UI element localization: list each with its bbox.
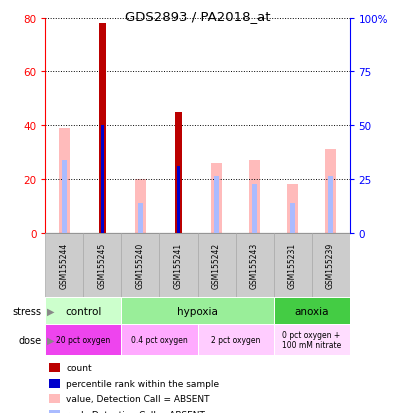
Bar <box>45 324 122 355</box>
Bar <box>122 297 274 324</box>
Text: hypoxia: hypoxia <box>177 306 218 316</box>
Bar <box>138 204 143 233</box>
Text: stress: stress <box>13 306 41 316</box>
Bar <box>287 185 298 233</box>
Text: GSM155242: GSM155242 <box>212 242 221 288</box>
Text: GSM155245: GSM155245 <box>98 242 107 288</box>
Bar <box>198 324 274 355</box>
Bar <box>273 233 312 297</box>
Text: 0.4 pct oxygen: 0.4 pct oxygen <box>131 335 188 344</box>
Bar <box>252 185 257 233</box>
Text: anoxia: anoxia <box>294 306 329 316</box>
Bar <box>122 324 198 355</box>
Text: GSM155239: GSM155239 <box>326 242 335 288</box>
Bar <box>101 126 104 233</box>
Bar <box>122 233 160 297</box>
Text: GSM155243: GSM155243 <box>250 242 259 288</box>
Text: control: control <box>65 306 102 316</box>
Bar <box>273 297 350 324</box>
Bar <box>235 233 274 297</box>
Text: percentile rank within the sample: percentile rank within the sample <box>66 379 220 388</box>
Bar <box>135 180 146 233</box>
Text: GSM155244: GSM155244 <box>60 242 69 288</box>
Text: GSM155231: GSM155231 <box>288 242 297 288</box>
Text: 0 pct oxygen +
100 mM nitrate: 0 pct oxygen + 100 mM nitrate <box>282 330 341 349</box>
Bar <box>45 233 83 297</box>
Bar <box>83 233 122 297</box>
Bar <box>312 233 350 297</box>
Bar <box>211 164 222 233</box>
Text: GDS2893 / PA2018_at: GDS2893 / PA2018_at <box>125 10 270 23</box>
Bar <box>325 150 336 233</box>
Bar <box>177 166 180 233</box>
Bar <box>45 297 122 324</box>
Bar <box>62 161 67 233</box>
Bar <box>290 204 295 233</box>
Bar <box>249 161 260 233</box>
Text: dose: dose <box>18 335 41 345</box>
Bar <box>273 324 350 355</box>
Text: 2 pct oxygen: 2 pct oxygen <box>211 335 260 344</box>
Bar <box>59 128 70 233</box>
Text: ▶: ▶ <box>47 306 55 316</box>
Text: 20 pct oxygen: 20 pct oxygen <box>56 335 111 344</box>
Bar <box>328 177 333 233</box>
Text: rank, Detection Call = ABSENT: rank, Detection Call = ABSENT <box>66 410 205 413</box>
Text: GSM155240: GSM155240 <box>136 242 145 288</box>
Bar <box>99 24 106 233</box>
Bar <box>175 113 182 233</box>
Bar <box>214 177 219 233</box>
Text: count: count <box>66 363 92 372</box>
Text: value, Detection Call = ABSENT: value, Detection Call = ABSENT <box>66 394 210 404</box>
Text: ▶: ▶ <box>47 335 55 345</box>
Text: GSM155241: GSM155241 <box>174 242 183 288</box>
Bar <box>198 233 235 297</box>
Bar <box>160 233 198 297</box>
